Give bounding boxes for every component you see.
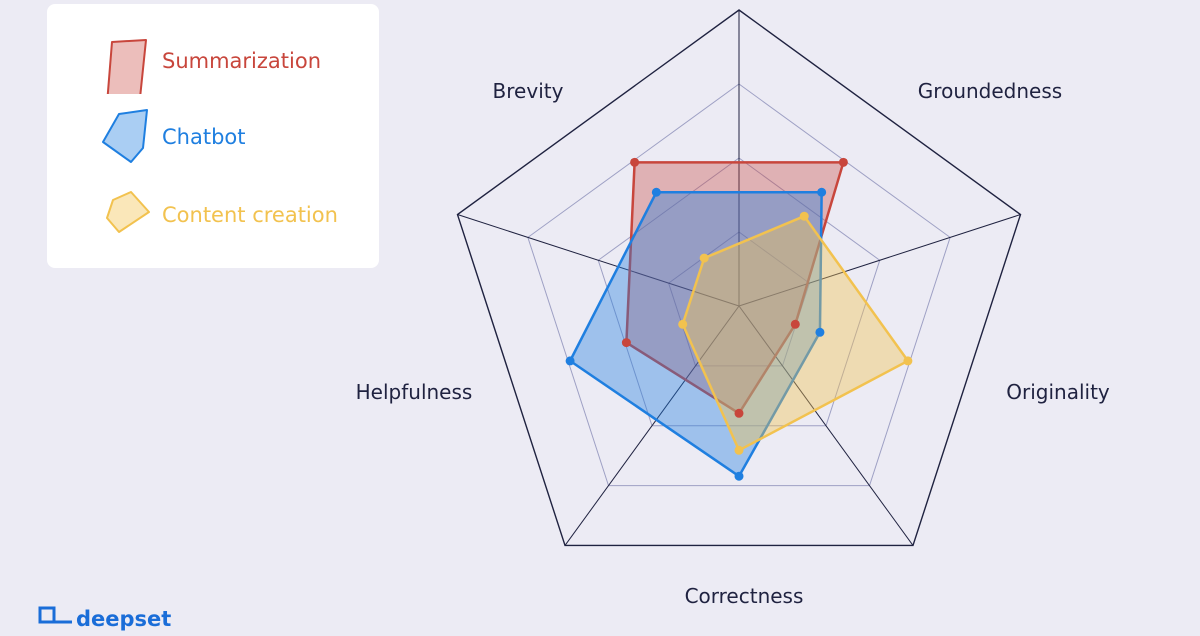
data-point bbox=[903, 356, 913, 366]
grid-spoke bbox=[738, 305, 914, 546]
axis-label-groundedness: Groundedness bbox=[918, 79, 1062, 103]
legend-item-chatbot: Chatbot bbox=[47, 108, 379, 168]
data-point bbox=[678, 319, 688, 329]
data-point bbox=[630, 157, 640, 167]
axis-label-correctness: Correctness bbox=[685, 584, 804, 608]
series-polygon-summarization bbox=[625, 161, 845, 415]
legend-item-content-creation: Content creation bbox=[47, 188, 379, 248]
data-point bbox=[699, 253, 709, 263]
legend-item-summarization: Summarization bbox=[47, 34, 379, 94]
data-point bbox=[734, 445, 744, 455]
content-creation-shape-icon bbox=[106, 191, 150, 233]
series-polygon-content-creation bbox=[681, 214, 910, 452]
grid-spoke bbox=[564, 305, 740, 546]
data-point bbox=[621, 338, 631, 348]
legend-label: Content creation bbox=[162, 203, 338, 227]
deepset-logo-icon bbox=[38, 606, 72, 624]
grid-ring bbox=[456, 9, 1022, 547]
data-point bbox=[565, 356, 575, 366]
data-point bbox=[734, 471, 744, 481]
data-point bbox=[838, 157, 848, 167]
grid-ring bbox=[668, 231, 810, 367]
brand: deepset bbox=[38, 606, 171, 636]
axis-label-brevity: Brevity bbox=[493, 79, 564, 103]
summarization-shape-icon bbox=[106, 39, 147, 94]
chatbot-shape-icon bbox=[102, 109, 148, 163]
data-point bbox=[799, 211, 809, 221]
series-polygon-chatbot bbox=[568, 191, 823, 478]
data-point bbox=[734, 408, 744, 418]
legend-label: Chatbot bbox=[162, 125, 246, 149]
data-point bbox=[817, 187, 827, 197]
grid-ring bbox=[597, 157, 881, 427]
legend-label: Summarization bbox=[162, 49, 322, 73]
legend: Summarization Chatbot Content creation bbox=[47, 4, 379, 268]
axis-label-helpfulness: Helpfulness bbox=[356, 380, 473, 404]
data-point bbox=[790, 319, 800, 329]
data-point bbox=[815, 327, 825, 337]
brand-name: deepset bbox=[76, 607, 172, 631]
grid-spoke bbox=[457, 214, 740, 307]
grid-spoke bbox=[738, 214, 1021, 307]
data-point bbox=[651, 187, 661, 197]
grid-ring bbox=[527, 83, 951, 487]
axis-label-originality: Originality bbox=[1006, 380, 1110, 404]
